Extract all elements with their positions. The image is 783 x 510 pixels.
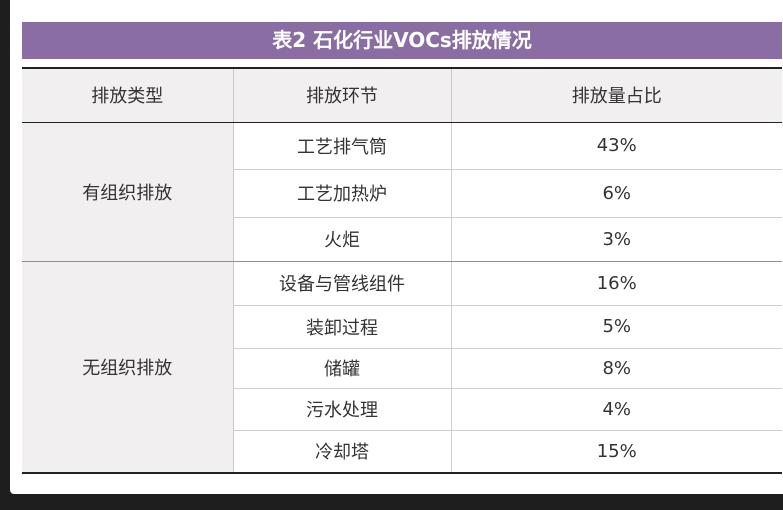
table-row: 装卸过程 5% (22, 305, 782, 349)
table-header-row: 排放类型 排放环节 排放量占比 (22, 67, 782, 123)
stage-cell: 污水处理 (233, 388, 451, 431)
table-row: 有组织排放 工艺排气筒 43% (22, 122, 782, 262)
share-cell: 8% (450, 348, 782, 389)
share-cell: 43% (450, 122, 782, 170)
category-cell: 无组织排放 (22, 261, 234, 474)
header-emission-type: 排放类型 (22, 67, 233, 123)
voc-emissions-table: 排放类型 排放环节 排放量占比 有组织排放 工艺排气筒 43% 工艺加热炉 6%… (22, 67, 782, 474)
share-cell: 15% (450, 430, 782, 474)
header-emission-stage: 排放环节 (232, 67, 451, 123)
table-row: 火炬 3% (22, 217, 782, 262)
table-title: 表2 石化行业VOCs排放情况 (22, 22, 782, 59)
table-row: 无组织排放 设备与管线组件 16% (22, 261, 782, 474)
stage-cell: 装卸过程 (233, 305, 451, 349)
table-row: 工艺加热炉 6% (22, 169, 782, 218)
table-row: 储罐 8% (22, 348, 782, 389)
table-row: 污水处理 4% (22, 388, 782, 431)
stage-cell: 冷却塔 (233, 430, 451, 474)
stage-cell: 储罐 (233, 348, 451, 389)
stage-cell: 火炬 (233, 217, 451, 262)
stage-cell: 工艺加热炉 (233, 169, 451, 218)
document-page: 表2 石化行业VOCs排放情况 排放类型 排放环节 排放量占比 有组织排放 工艺… (10, 0, 783, 494)
share-cell: 6% (450, 169, 782, 218)
share-cell: 16% (450, 261, 782, 306)
share-cell: 4% (450, 388, 782, 431)
share-cell: 5% (450, 305, 782, 349)
category-cell: 有组织排放 (22, 122, 234, 262)
table-row: 冷却塔 15% (22, 430, 782, 474)
share-cell: 3% (450, 217, 782, 262)
header-emission-share: 排放量占比 (450, 67, 782, 123)
stage-cell: 设备与管线组件 (233, 261, 451, 306)
stage-cell: 工艺排气筒 (233, 122, 451, 170)
